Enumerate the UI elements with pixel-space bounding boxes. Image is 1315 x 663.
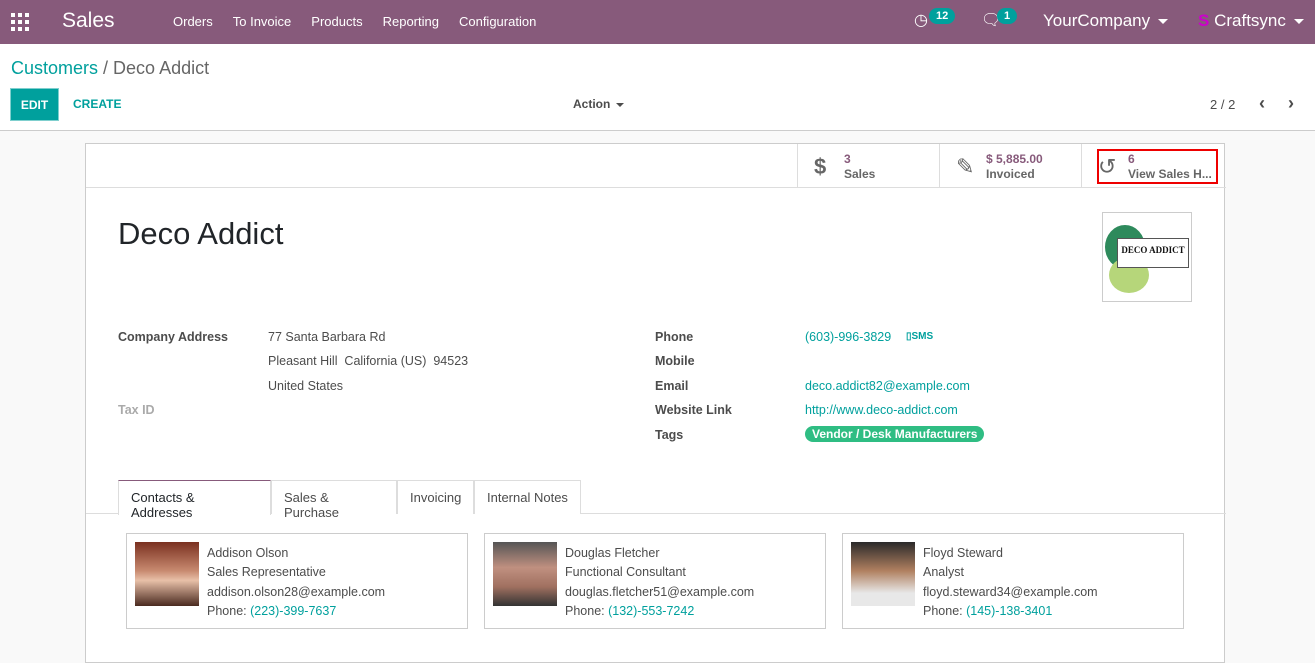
tag-badge[interactable]: Vendor / Desk Manufacturers bbox=[805, 426, 985, 442]
email-label: Email bbox=[655, 379, 689, 393]
notebook-tabs: Contacts & Addresses Sales & Purchase In… bbox=[86, 480, 1226, 520]
contact-photo bbox=[135, 542, 199, 606]
caret-down-icon bbox=[1158, 19, 1169, 25]
user-name: Craftsync bbox=[1214, 11, 1286, 30]
tab-sales-purchase[interactable]: Sales & Purchase bbox=[271, 480, 397, 520]
tags-label: Tags bbox=[655, 428, 684, 442]
stat-value: 3 bbox=[844, 152, 851, 166]
phone-label: Phone: bbox=[923, 604, 963, 618]
stat-label: Invoiced bbox=[986, 167, 1035, 181]
form-sheet: $ 3 Sales ✎ $ 5,885.00 Invoiced ↺ 6 View… bbox=[85, 143, 1226, 663]
address-country: United States bbox=[268, 379, 344, 393]
address-street: 77 Santa Barbara Rd bbox=[268, 330, 386, 344]
mobile-label: Mobile bbox=[655, 354, 695, 368]
messages-badge: 1 bbox=[997, 8, 1018, 24]
contact-email[interactable]: douglas.fletcher51@example.com bbox=[565, 585, 755, 599]
logo-text: DECO ADDICT bbox=[1117, 238, 1189, 268]
contact-email[interactable]: addison.olson28@example.com bbox=[207, 585, 386, 599]
top-navbar: Sales Orders To Invoice Products Reporti… bbox=[0, 0, 1315, 44]
user-menu[interactable]: S Craftsync bbox=[1198, 11, 1304, 31]
control-panel: Customers / Deco Addict EDIT CREATE Acti… bbox=[0, 44, 1315, 131]
contact-name: Floyd Steward bbox=[923, 546, 1003, 560]
address-city: Pleasant Hill California (US) 94523 bbox=[268, 354, 469, 368]
contact-card[interactable]: Addison Olson Sales Representative addis… bbox=[126, 533, 468, 629]
contact-card[interactable]: Floyd Steward Analyst floyd.steward34@ex… bbox=[842, 533, 1184, 629]
breadcrumb-current: Deco Addict bbox=[113, 58, 210, 78]
menu-reporting[interactable]: Reporting bbox=[382, 14, 439, 29]
partner-name: Deco Addict bbox=[118, 216, 284, 251]
sms-label: SMS bbox=[911, 331, 934, 342]
website-label: Website Link bbox=[655, 403, 732, 417]
breadcrumb-customers[interactable]: Customers bbox=[11, 58, 99, 78]
stat-label: Sales bbox=[844, 167, 876, 181]
contact-photo bbox=[493, 542, 557, 606]
contact-card[interactable]: Douglas Fletcher Functional Consultant d… bbox=[484, 533, 826, 629]
partner-logo[interactable]: DECO ADDICT bbox=[1102, 212, 1192, 302]
user-avatar-icon: S bbox=[1198, 11, 1210, 30]
phone-label: Phone: bbox=[207, 604, 247, 618]
contact-phone[interactable]: (132)-553-7242 bbox=[608, 604, 695, 618]
contact-phone[interactable]: (145)-138-3401 bbox=[966, 604, 1053, 618]
edit-icon: ✎ bbox=[956, 154, 975, 179]
create-button[interactable]: CREATE bbox=[73, 97, 122, 111]
view-sales-history-button[interactable]: ↺ 6 View Sales H... bbox=[1081, 144, 1223, 188]
breadcrumb: Customers / Deco Addict bbox=[11, 58, 210, 78]
activity-clock-icon[interactable]: ◷ bbox=[914, 12, 928, 29]
stat-value: 6 bbox=[1128, 152, 1135, 166]
contact-email[interactable]: floyd.steward34@example.com bbox=[923, 585, 1098, 599]
apps-menu-icon[interactable] bbox=[11, 13, 29, 31]
edit-button[interactable]: EDIT bbox=[11, 89, 58, 120]
company-name: YourCompany bbox=[1043, 11, 1151, 30]
history-icon: ↺ bbox=[1098, 154, 1117, 179]
main-menu: Orders To Invoice Products Reporting Con… bbox=[173, 14, 536, 29]
caret-down-icon bbox=[1293, 19, 1304, 25]
company-switcher[interactable]: YourCompany bbox=[1043, 11, 1169, 31]
contact-role: Sales Representative bbox=[207, 565, 326, 579]
email-link[interactable]: deco.addict82@example.com bbox=[805, 379, 970, 393]
contact-name: Douglas Fletcher bbox=[565, 546, 660, 560]
activity-badge: 12 bbox=[929, 8, 956, 24]
phone-label: Phone bbox=[655, 330, 694, 344]
phone-link[interactable]: (603)-996-3829 bbox=[805, 330, 892, 344]
pager-previous-icon[interactable]: ‹ bbox=[1259, 93, 1265, 113]
action-dropdown[interactable]: Action bbox=[573, 97, 625, 111]
contact-role: Functional Consultant bbox=[565, 565, 686, 579]
menu-to-invoice[interactable]: To Invoice bbox=[232, 14, 292, 29]
dollar-icon: $ bbox=[814, 154, 827, 179]
menu-orders[interactable]: Orders bbox=[173, 14, 213, 29]
messages-chat-icon[interactable]: 🗨 bbox=[981, 12, 1002, 29]
contact-name: Addison Olson bbox=[207, 546, 289, 560]
phone-label: Phone: bbox=[565, 604, 605, 618]
button-box: $ 3 Sales ✎ $ 5,885.00 Invoiced ↺ 6 View… bbox=[86, 144, 1226, 188]
tax-id-label: Tax ID bbox=[118, 403, 155, 417]
menu-products[interactable]: Products bbox=[311, 14, 363, 29]
company-address-label: Company Address bbox=[118, 330, 228, 344]
tab-contacts-addresses[interactable]: Contacts & Addresses bbox=[118, 480, 271, 520]
app-name[interactable]: Sales bbox=[62, 9, 115, 32]
sms-button[interactable]: ▯SMS bbox=[906, 331, 934, 342]
pager-next-icon[interactable]: › bbox=[1288, 93, 1294, 113]
highlight-box bbox=[1097, 149, 1218, 184]
sales-stat-button[interactable]: $ 3 Sales bbox=[797, 144, 939, 188]
stat-value: $ 5,885.00 bbox=[986, 152, 1043, 166]
menu-configuration[interactable]: Configuration bbox=[458, 14, 537, 29]
contact-phone[interactable]: (223)-399-7637 bbox=[250, 604, 337, 618]
invoiced-stat-button[interactable]: ✎ $ 5,885.00 Invoiced bbox=[939, 144, 1081, 188]
action-label: Action bbox=[573, 97, 611, 111]
contact-role: Analyst bbox=[923, 565, 964, 579]
stat-label: View Sales H... bbox=[1128, 167, 1212, 181]
tab-internal-notes[interactable]: Internal Notes bbox=[474, 480, 581, 514]
contact-photo bbox=[851, 542, 915, 606]
website-link[interactable]: http://www.deco-addict.com bbox=[805, 403, 958, 417]
pager-value: 2 / 2 bbox=[1210, 97, 1236, 112]
tab-invoicing[interactable]: Invoicing bbox=[397, 480, 474, 514]
caret-down-icon bbox=[616, 102, 625, 107]
